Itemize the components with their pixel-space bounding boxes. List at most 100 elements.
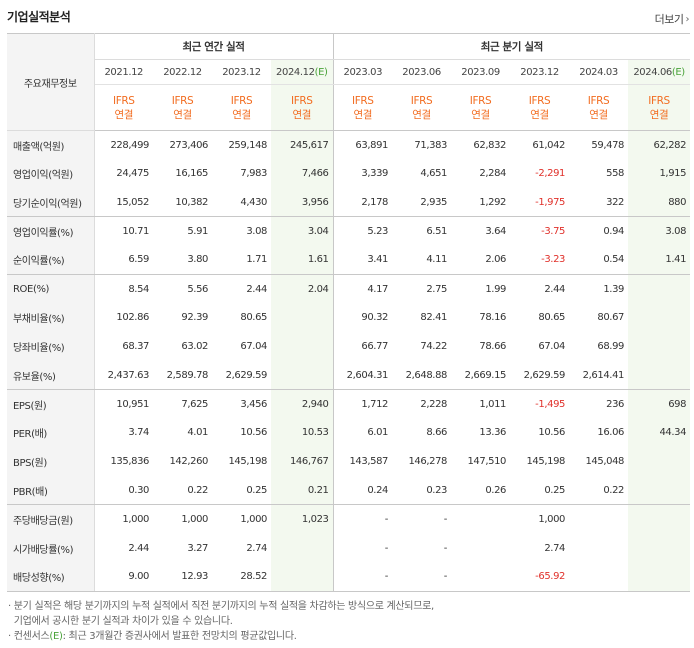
standard-consolidated: 연결	[649, 108, 669, 121]
standard-ifrs: IFRS	[352, 94, 374, 107]
period-header: 2022.12	[153, 59, 212, 85]
table-cell: 1.61	[271, 245, 334, 275]
row-label: 당좌비율(%)	[7, 332, 95, 361]
table-row: 유보율(%) 2,437.63 2,589.78 2,629.59 2,604.31 2,…	[7, 360, 691, 391]
table-cell: 24,475	[116, 168, 149, 180]
row-label: 부채비율(%)	[7, 303, 95, 333]
note-text: : 최근 3개월간 증권사에서 발표한 전망치의 평균값입니다.	[62, 631, 297, 642]
table-cell: 236	[606, 398, 625, 410]
row-label: PER(배)	[7, 418, 95, 448]
table-cell: 3.74	[128, 427, 149, 439]
table-cell: 90.32	[332, 303, 393, 333]
table-cell	[569, 505, 628, 534]
table-cell: -1,495	[535, 398, 566, 410]
period-header: 2024.12(E)	[271, 59, 334, 85]
table-cell	[628, 447, 691, 477]
accounting-standard: IFRS 연결	[628, 84, 691, 131]
estimate-mark: (E)	[671, 66, 685, 78]
table-cell: 10.71	[122, 226, 149, 238]
table-row: 배당성향(%) 9.00 12.93 28.52 - - -65.92	[7, 562, 691, 592]
table-cell: 92.39	[181, 312, 208, 324]
table-cell: 135,836	[110, 456, 149, 468]
table-cell: 698	[628, 389, 691, 419]
standard-ifrs: IFRS	[528, 94, 551, 107]
table-cell	[271, 562, 334, 592]
standard-ifrs: IFRS	[291, 94, 313, 107]
table-cell: 28.52	[212, 562, 271, 592]
table-cell: 1.41	[628, 245, 691, 275]
table-cell: 1,023	[271, 504, 334, 534]
table-cell: 2,228	[420, 398, 448, 410]
table-cell	[628, 274, 691, 304]
table-cell: 68.99	[597, 340, 625, 352]
table-cell: 0.94	[603, 226, 625, 238]
table-cell: 3.04	[271, 216, 334, 246]
accounting-standard: IFRS 연결	[94, 84, 153, 131]
table-cell: 0.25	[212, 476, 271, 506]
table-cell: 3,456	[240, 398, 267, 410]
table-cell: 16,165	[175, 168, 208, 180]
estimate-mark: (E)	[49, 631, 63, 642]
table-cell: 0.23	[392, 476, 452, 506]
table-cell: 245,617	[271, 130, 334, 160]
table-cell: 2,629.59	[510, 360, 570, 391]
table-cell: 2,669.15	[451, 360, 511, 391]
more-label[interactable]: 더보기	[654, 13, 684, 26]
table-cell: 62,282	[628, 130, 691, 160]
standard-ifrs: IFRS	[113, 94, 135, 107]
table-cell	[569, 534, 628, 563]
note-text: 분기 실적은 해당 분기까지의 누적 실적에서 직전 분기까지의 누적 실적을 …	[13, 601, 434, 612]
table-cell: 1,712	[332, 389, 393, 419]
note-text: 컨센서스	[13, 631, 50, 642]
standard-ifrs: IFRS	[469, 94, 492, 107]
table-cell: -	[332, 533, 393, 563]
table-cell: 1,011	[479, 398, 507, 410]
period-header: 2024.03	[569, 59, 629, 85]
table-row: 시가배당률(%) 2.44 3.27 2.74 - - 2.74	[7, 533, 691, 563]
table-cell: 273,406	[169, 139, 208, 151]
table-cell: 67.04	[240, 340, 267, 352]
table-cell	[628, 562, 691, 592]
period-label: 2024.12	[276, 66, 315, 78]
table-cell: -65.92	[510, 562, 570, 592]
period-header: 2023.06	[392, 59, 452, 85]
table-cell: 6.59	[94, 245, 153, 275]
row-label: 유보율(%)	[7, 360, 95, 391]
table-row: 순이익률(%) 6.59 3.80 1.71 1.61 3.41 4.11 2.06 -3.23…	[7, 245, 691, 275]
table-cell: 322	[569, 188, 629, 218]
more-link[interactable]: 더보기 ›	[654, 11, 690, 27]
period-label: 2024.06	[633, 66, 672, 78]
row-header-label: 주요재무정보	[7, 33, 95, 131]
table-cell: 3.27	[187, 542, 208, 554]
table-cell: 0.30	[94, 476, 153, 506]
table-cell: -	[392, 562, 452, 592]
row-label: 배당성향(%)	[7, 562, 95, 592]
table-cell: 0.22	[153, 476, 212, 506]
footnotes: · 분기 실적은 해당 분기까지의 누적 실적에서 직전 분기까지의 누적 실적…	[8, 599, 434, 644]
standard-ifrs: IFRS	[587, 94, 610, 107]
chevron-right-icon[interactable]: ›	[685, 13, 690, 25]
table-cell: 3.08	[246, 226, 267, 238]
standard-ifrs: IFRS	[171, 94, 194, 107]
row-label: 시가배당률(%)	[7, 533, 95, 563]
accounting-standard: IFRS 연결	[332, 84, 393, 131]
table-cell	[451, 505, 510, 534]
table-cell	[628, 533, 691, 563]
table-cell: 228,499	[110, 139, 149, 151]
period-header: 2023.12	[510, 59, 570, 85]
note-line: · 컨센서스(E): 최근 3개월간 증권사에서 발표한 전망치의 평균값입니다…	[8, 631, 297, 642]
table-cell: 63,891	[332, 130, 393, 160]
table-cell: 78.66	[479, 340, 507, 352]
table-cell: 880	[628, 188, 691, 218]
table-cell	[451, 562, 511, 592]
table-row: 매출액(억원) 228,499 273,406 259,148 245,617 63,89…	[7, 130, 691, 160]
table-cell: 2.06	[451, 245, 511, 275]
table-cell: 61,042	[532, 139, 566, 151]
standard-consolidated: 연결	[353, 108, 373, 121]
table-cell: 2,604.31	[332, 360, 393, 391]
accounting-standard: IFRS 연결	[392, 84, 452, 131]
group-quarterly-header: 최근 분기 실적	[332, 33, 691, 60]
row-label: ROE(%)	[7, 274, 95, 304]
table-row: 주당배당금(원) 1,000 1,000 1,000 1,023- -1,000	[7, 504, 691, 534]
table-row: 영업이익(억원) 24,475 16,165 7,983 7,466 3,339 4,651…	[7, 159, 691, 189]
